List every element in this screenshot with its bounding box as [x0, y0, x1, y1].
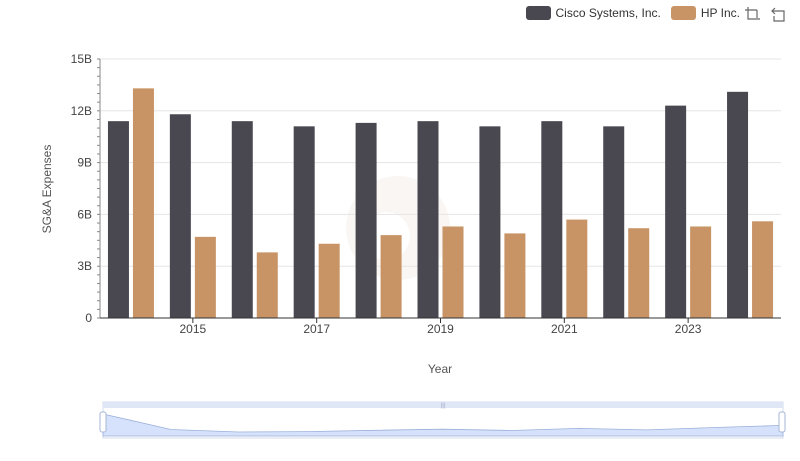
- bar-hp[interactable]: [132, 88, 154, 318]
- y-tick-label: 6B: [77, 207, 92, 221]
- bar-hp[interactable]: [318, 243, 340, 318]
- bar-hp[interactable]: [194, 236, 216, 318]
- bar-hp[interactable]: [752, 221, 774, 318]
- legend: Cisco Systems, Inc. HP Inc.: [525, 4, 740, 22]
- x-tick-label: 2021: [551, 322, 578, 336]
- bar-cisco[interactable]: [355, 122, 377, 319]
- bar-cisco[interactable]: [107, 121, 129, 318]
- y-axis-title: SG&A Expenses: [40, 144, 54, 234]
- bar-cisco[interactable]: [293, 126, 315, 318]
- y-tick-label: 9B: [77, 156, 92, 170]
- legend-swatch-hp: [670, 6, 696, 20]
- y-tick-label: 3B: [77, 259, 92, 273]
- y-tick-label: 15B: [71, 52, 92, 66]
- bar-cisco[interactable]: [603, 126, 625, 318]
- bar-hp[interactable]: [380, 235, 402, 318]
- bar-cisco[interactable]: [231, 121, 253, 318]
- bar-cisco[interactable]: [417, 121, 439, 318]
- legend-label-cisco: Cisco Systems, Inc.: [555, 6, 661, 20]
- bar-hp[interactable]: [566, 219, 588, 318]
- toolbox: [744, 5, 788, 23]
- bar-cisco[interactable]: [665, 105, 687, 319]
- x-axis-title: Year: [427, 362, 453, 376]
- bar-cisco[interactable]: [169, 114, 191, 319]
- bars: [107, 88, 774, 319]
- bar-hp[interactable]: [256, 252, 278, 318]
- bar-hp[interactable]: [690, 226, 712, 318]
- data-zoom-grip-icon[interactable]: |||: [441, 403, 446, 409]
- data-zoom-preview-area: [102, 413, 784, 437]
- x-tick-label: 2017: [303, 322, 330, 336]
- data-zoom-handle-right[interactable]: [778, 411, 786, 433]
- bar-hp[interactable]: [628, 228, 650, 318]
- bar-hp[interactable]: [442, 226, 464, 318]
- bar-cisco[interactable]: [479, 126, 501, 318]
- y-tick-label: 0: [85, 311, 92, 325]
- legend-item-cisco[interactable]: Cisco Systems, Inc.: [525, 6, 661, 20]
- legend-swatch-cisco: [525, 6, 551, 20]
- x-tick-label: 2015: [180, 322, 207, 336]
- zoom-icon[interactable]: [744, 5, 762, 23]
- legend-item-hp[interactable]: HP Inc.: [670, 6, 740, 20]
- restore-icon[interactable]: [770, 5, 788, 23]
- x-axis: 2015 2017 2019 2021 2023: [100, 317, 781, 336]
- data-zoom-top-bar[interactable]: [103, 402, 783, 408]
- y-tick-label: 12B: [71, 104, 92, 118]
- x-tick-label: 2019: [427, 322, 454, 336]
- legend-label-hp: HP Inc.: [700, 6, 740, 20]
- bar-cisco[interactable]: [541, 121, 563, 318]
- bar-cisco[interactable]: [727, 91, 749, 318]
- bar-hp[interactable]: [504, 233, 526, 318]
- data-zoom-handle-left[interactable]: [99, 411, 107, 433]
- x-tick-label: 2023: [675, 322, 702, 336]
- y-axis: 0 3B 6B 9B 12B 15B: [71, 52, 101, 325]
- data-zoom-slider[interactable]: |||: [99, 401, 786, 439]
